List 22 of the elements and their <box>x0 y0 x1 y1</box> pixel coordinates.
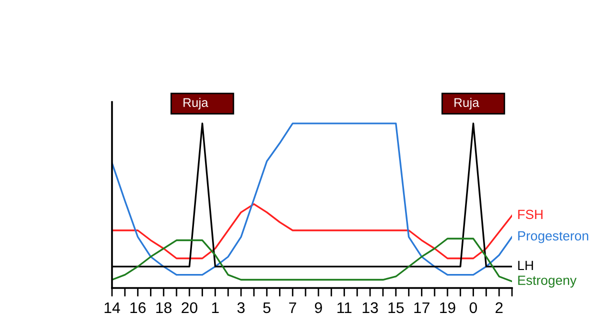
x-tick-label: 16 <box>130 302 146 314</box>
x-tick-label: 7 <box>289 302 296 313</box>
x-tick-label: 20 <box>182 302 198 314</box>
x-tick-label: 18 <box>156 302 172 314</box>
x-tick-label: 1 <box>212 302 219 313</box>
x-tick-label: 11 <box>337 302 352 313</box>
x-tick-label: 19 <box>440 302 456 314</box>
series-label: LH <box>518 260 533 270</box>
x-tick-label: 9 <box>314 302 322 314</box>
x-tick-label: 13 <box>362 302 378 314</box>
series-label: Estrogeny <box>518 276 577 288</box>
text: Ruja <box>184 98 208 110</box>
x-tick-label: 15 <box>388 302 404 314</box>
x-tick-label: 5 <box>263 302 270 314</box>
x-tick-label: 2 <box>496 302 503 313</box>
text: Ruja <box>454 98 480 110</box>
x-tick-label: 17 <box>414 302 430 313</box>
x-tick-label: 3 <box>237 302 245 314</box>
series-label: Progesteron <box>518 231 588 244</box>
x-tick-label: 0 <box>470 302 477 314</box>
series-label: FSH <box>518 210 542 220</box>
x-tick-label: 14 <box>104 302 120 313</box>
